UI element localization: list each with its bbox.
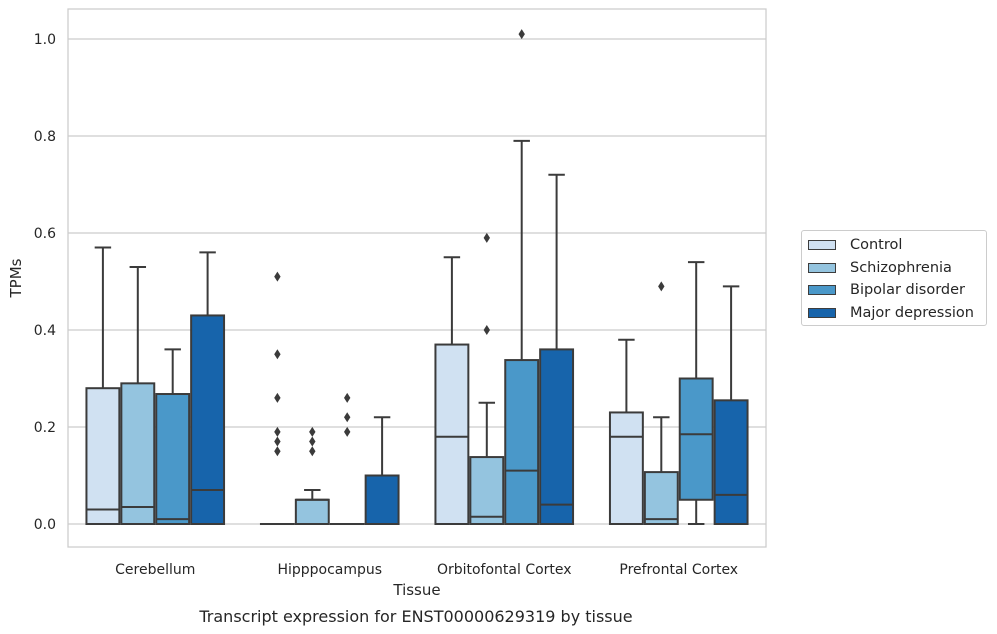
y-tick-label: 0.2 xyxy=(34,420,56,436)
legend-swatch xyxy=(808,240,836,250)
legend-label: Major depression xyxy=(850,304,974,321)
outlier-point xyxy=(483,325,490,335)
box xyxy=(120,382,156,525)
box xyxy=(364,474,400,525)
legend: Control Schizophrenia Bipolar disorder Majo… xyxy=(801,230,987,326)
series-major-depression xyxy=(190,173,749,526)
outlier-point xyxy=(274,392,281,403)
outlier-point xyxy=(274,271,281,282)
box xyxy=(504,359,540,525)
box xyxy=(608,411,644,526)
x-axis-label: Tissue xyxy=(392,581,440,599)
legend-swatch xyxy=(808,262,836,273)
x-tick-label: Cerebellum xyxy=(115,562,195,578)
legend-swatch xyxy=(808,285,836,295)
x-tick-labels: Cerebellum Hipppocampus Orbitofontal Corte… xyxy=(115,562,738,578)
y-tick-label: 0.6 xyxy=(34,226,56,242)
series-bipolar-disorder xyxy=(155,29,714,526)
box xyxy=(434,343,470,525)
box-plot-series xyxy=(85,29,749,526)
y-tick-labels: 0.0 0.2 0.4 0.6 0.8 1.0 xyxy=(34,32,56,533)
box xyxy=(678,377,714,501)
box xyxy=(643,471,679,526)
legend-item: Control xyxy=(808,234,902,256)
outlier-point xyxy=(344,426,351,437)
legend-item: Bipolar disorder xyxy=(808,279,965,301)
outlier-point xyxy=(274,349,281,360)
box xyxy=(190,314,226,526)
legend-label: Control xyxy=(850,237,903,253)
chart-caption: Transcript expression for ENST0000062931… xyxy=(198,607,632,626)
legend-label: Schizophrenia xyxy=(850,259,952,276)
outlier-point xyxy=(274,436,281,447)
box xyxy=(294,498,330,525)
outlier-point xyxy=(344,412,351,423)
outlier-point xyxy=(309,426,316,437)
series-control xyxy=(85,246,644,526)
y-tick-label: 1.0 xyxy=(34,32,56,48)
outlier-point xyxy=(483,232,490,243)
outlier-point xyxy=(274,426,281,437)
box xyxy=(155,393,191,525)
outlier-point xyxy=(344,392,351,403)
x-tick-label: Orbitofontal Cortex xyxy=(437,562,572,578)
y-tick-label: 0.4 xyxy=(34,323,56,339)
x-tick-label: Prefrontal Cortex xyxy=(619,562,738,578)
legend-label: Bipolar disorder xyxy=(850,282,965,298)
outlier-point xyxy=(274,446,281,457)
box xyxy=(713,399,749,526)
plot-frame xyxy=(67,8,767,548)
x-tick-label: Hipppocampus xyxy=(277,562,382,578)
box xyxy=(85,387,121,526)
outlier-point xyxy=(309,446,316,457)
legend-item: Major depression xyxy=(808,302,974,324)
y-tick-label: 0.0 xyxy=(34,517,56,533)
y-axis-label: TPMs xyxy=(7,258,25,298)
box xyxy=(469,456,505,526)
box xyxy=(539,348,575,525)
legend-item: Schizophrenia xyxy=(808,257,952,279)
y-tick-label: 0.8 xyxy=(34,129,56,145)
outlier-point xyxy=(658,281,665,292)
outlier-point xyxy=(309,436,316,447)
series-schizophrenia xyxy=(120,232,679,526)
outlier-point xyxy=(518,29,525,40)
legend-swatch xyxy=(808,307,836,318)
